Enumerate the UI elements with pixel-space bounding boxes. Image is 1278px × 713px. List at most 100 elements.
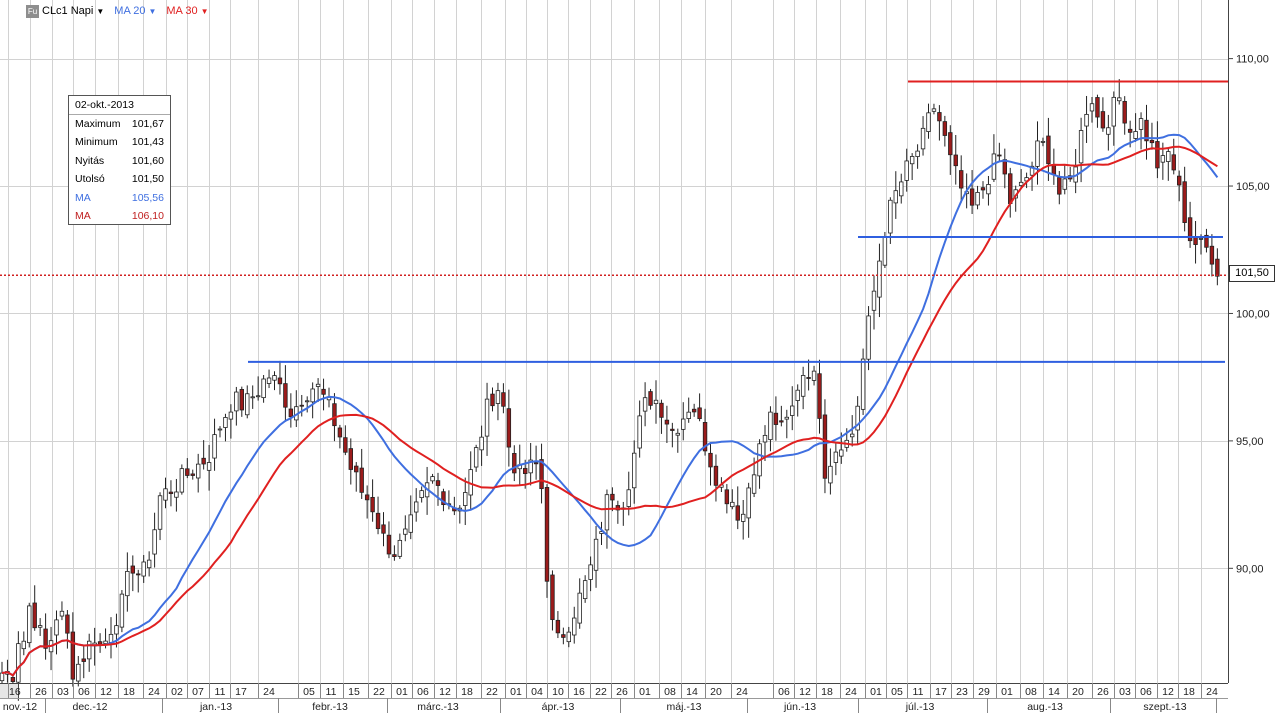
candle-up [114, 625, 119, 635]
candle-up [223, 417, 228, 428]
candle-up [642, 397, 648, 412]
x-day-label: 18 [821, 686, 833, 698]
candle-up [250, 396, 255, 399]
x-day-label: 11 [326, 686, 337, 698]
x-day-label: 04 [531, 686, 543, 698]
candle-down [1127, 128, 1133, 133]
candle-up [54, 619, 59, 636]
candle-down [980, 187, 986, 191]
x-month-label: febr.-13 [312, 701, 348, 713]
candle-up [157, 495, 163, 530]
candle-up [430, 476, 435, 482]
symbol-dropdown[interactable]: CLc1 Napi ▼ [42, 5, 104, 17]
y-tick-label: 95,00 [1236, 436, 1264, 448]
x-day-label: 24 [736, 686, 748, 698]
x-day-label: 22 [486, 686, 498, 698]
candle-up [850, 433, 855, 438]
candle-up [272, 375, 277, 381]
candle-up [1138, 118, 1144, 130]
candle-up [604, 494, 610, 531]
candle-up [577, 592, 582, 624]
info-label: MA [75, 191, 91, 204]
candle-up [87, 640, 92, 660]
candle-up [637, 415, 642, 449]
candle-down [375, 512, 381, 530]
x-day-label: 24 [845, 686, 857, 698]
candle-up [811, 370, 817, 381]
candle-up [790, 405, 795, 416]
candle-up [582, 580, 588, 600]
candle-up [795, 389, 800, 401]
candle-down [381, 524, 386, 534]
ma30-label: MA 30 [166, 5, 198, 17]
candle-up [1198, 238, 1204, 240]
candle-down [1187, 217, 1193, 242]
x-day-label: 26 [616, 686, 628, 698]
candle-down [185, 468, 190, 476]
info-row-maximum: Maximum 101,67 [69, 115, 170, 133]
x-day-label: 20 [1072, 686, 1084, 698]
candle-down [713, 465, 719, 486]
candle-up [1029, 165, 1035, 176]
candle-down [392, 554, 397, 557]
candle-up [463, 492, 468, 506]
candle-up [234, 391, 239, 412]
x-month-label: jún.-13 [783, 701, 816, 713]
candle-down [359, 467, 364, 493]
candle-up [179, 468, 185, 493]
x-day-label: 15 [348, 686, 360, 698]
x-day-label: 01 [870, 686, 882, 698]
candle-up [686, 411, 691, 419]
candle-up [37, 625, 43, 628]
candle-down [969, 188, 975, 206]
candle-up [866, 315, 871, 360]
info-value: 101,50 [131, 173, 164, 186]
candle-down [97, 641, 103, 645]
candle-up [163, 488, 168, 501]
candle-down [283, 383, 288, 408]
x-day-label: 12 [1162, 686, 1174, 698]
ma30-dropdown[interactable]: MA 30 ▼ [166, 5, 208, 17]
candle-up [991, 153, 997, 180]
candle-down [299, 404, 304, 407]
candle-up [920, 127, 926, 150]
candle-down [1215, 258, 1220, 277]
info-date: 02-okt.-2013 [69, 96, 170, 115]
x-day-label: 01 [510, 686, 522, 698]
candle-down [822, 414, 828, 479]
candle-up [904, 160, 909, 181]
candle-up [566, 631, 571, 643]
candle-down [332, 403, 337, 427]
x-day-label: 10 [552, 686, 564, 698]
candle-down [533, 462, 539, 465]
candle-up [397, 539, 403, 557]
candle-up [310, 388, 315, 403]
x-day-label: 18 [1183, 686, 1195, 698]
info-value: 101,60 [131, 154, 164, 167]
x-day-label: 14 [1048, 686, 1060, 698]
candle-down [1182, 181, 1187, 223]
x-day-label: 12 [799, 686, 811, 698]
info-label: Utolsó [75, 173, 105, 186]
chevron-down-icon: ▼ [148, 6, 157, 16]
candle-down [168, 491, 174, 495]
chart-toolbar: Fu CLc1 Napi ▼ MA 20 ▼ MA 30 ▼ [26, 3, 219, 19]
candle-down [659, 402, 664, 418]
candle-up [228, 411, 234, 420]
last-price-label: 101,50 [1229, 265, 1275, 282]
candle-up [413, 501, 419, 513]
candle-up [1084, 113, 1089, 127]
x-month-label: aug.-13 [1027, 701, 1063, 713]
candle-down [708, 452, 713, 468]
x-day-label: 16 [573, 686, 585, 698]
symbol-label: CLc1 Napi [42, 5, 94, 17]
candle-up [751, 474, 757, 494]
candle-down [959, 170, 964, 189]
candle-up [888, 199, 893, 234]
candle-down [343, 437, 348, 453]
x-month-label: szept.-13 [1143, 701, 1186, 713]
ma20-dropdown[interactable]: MA 20 ▼ [114, 5, 156, 17]
candle-down [1209, 245, 1215, 265]
candle-up [626, 489, 631, 507]
